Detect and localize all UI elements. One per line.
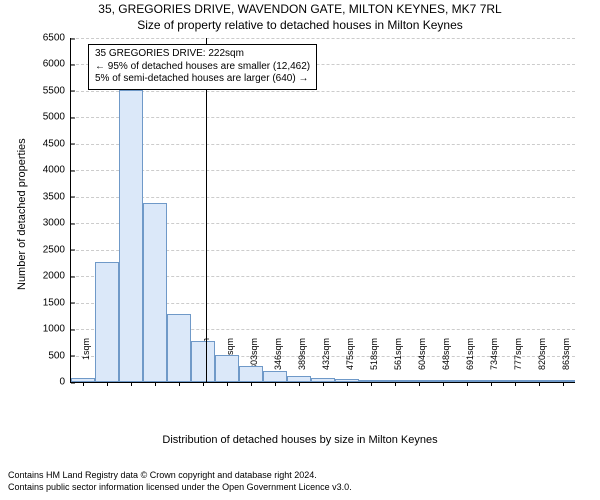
histogram-bar [407, 380, 431, 382]
y-tick: 1500 [43, 297, 71, 308]
gridline [71, 91, 575, 92]
histogram-bar [311, 378, 335, 382]
y-tick: 6000 [43, 59, 71, 70]
gridline [71, 144, 575, 145]
y-tick: 4500 [43, 138, 71, 149]
histogram-bar [167, 314, 191, 382]
gridline [71, 170, 575, 171]
y-tick: 500 [48, 350, 71, 361]
histogram-bar [359, 380, 383, 382]
supertitle: 35, GREGORIES DRIVE, WAVENDON GATE, MILT… [0, 2, 600, 16]
footer-line-2: Contains public sector information licen… [8, 482, 592, 493]
y-tick: 3000 [43, 218, 71, 229]
histogram-bar [287, 376, 311, 382]
histogram-bar [551, 380, 575, 382]
y-axis-label: Number of detached properties [16, 138, 28, 290]
annotation-line: ← 95% of detached houses are smaller (12… [95, 61, 310, 74]
y-tick: 5500 [43, 85, 71, 96]
histogram-bar [71, 378, 95, 382]
histogram-bar [119, 90, 143, 382]
y-tick: 6500 [43, 33, 71, 44]
histogram-bar [335, 379, 359, 382]
histogram-bar [431, 380, 455, 382]
y-tick: 3500 [43, 191, 71, 202]
x-axis-label: Distribution of detached houses by size … [0, 434, 600, 446]
y-tick: 5000 [43, 112, 71, 123]
histogram-bar [263, 371, 287, 382]
histogram-bar [527, 380, 551, 382]
annotation-line: 35 GREGORIES DRIVE: 222sqm [95, 48, 310, 61]
histogram-bar [455, 380, 479, 382]
annotation-box: 35 GREGORIES DRIVE: 222sqm ← 95% of deta… [88, 44, 317, 90]
gridline [71, 38, 575, 39]
title: Size of property relative to detached ho… [0, 18, 600, 32]
histogram-bar [503, 380, 527, 382]
y-tick: 1000 [43, 324, 71, 335]
y-tick: 0 [59, 377, 71, 388]
y-tick: 4000 [43, 165, 71, 176]
histogram-bar [239, 366, 263, 382]
histogram-bar [95, 262, 119, 382]
histogram-bar [215, 355, 239, 382]
histogram-bar [479, 380, 503, 382]
y-tick: 2000 [43, 271, 71, 282]
histogram-bar [383, 380, 407, 382]
annotation-line: 5% of semi-detached houses are larger (6… [95, 73, 310, 86]
footer-line-1: Contains HM Land Registry data © Crown c… [8, 470, 592, 481]
histogram-bar [191, 341, 215, 382]
gridline [71, 197, 575, 198]
gridline [71, 117, 575, 118]
y-tick: 2500 [43, 244, 71, 255]
histogram-bar [143, 203, 167, 382]
property-marker-line [206, 38, 207, 382]
plot-area: 0500100015002000250030003500400045005000… [70, 38, 575, 383]
chart-root: 35, GREGORIES DRIVE, WAVENDON GATE, MILT… [0, 0, 600, 500]
